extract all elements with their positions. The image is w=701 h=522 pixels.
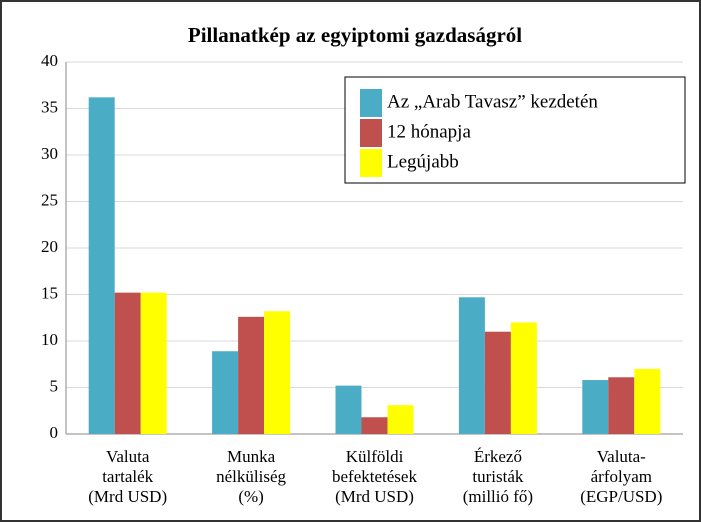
bar	[484, 331, 511, 434]
bar	[212, 351, 239, 434]
bar	[114, 292, 141, 434]
x-tick-label: Valuta tartalék (Mrd USD)	[88, 447, 167, 506]
y-tick-label: 5	[50, 376, 59, 395]
legend-swatch	[360, 89, 382, 117]
bar	[634, 368, 661, 434]
bar	[238, 316, 265, 434]
legend-box	[344, 76, 686, 184]
y-tick-label: 10	[41, 330, 58, 349]
bar	[608, 377, 635, 434]
legend-label: Az „Arab Tavasz” kezdetén	[387, 91, 598, 112]
y-tick-label: 30	[41, 144, 58, 163]
y-tick-label: 35	[41, 97, 58, 116]
bar	[264, 311, 291, 434]
bar	[458, 297, 485, 434]
bar	[387, 405, 414, 434]
legend-swatch	[360, 149, 382, 177]
bar	[88, 97, 115, 434]
legend-label: 12 hónapja	[387, 121, 471, 142]
y-tick-label: 25	[41, 190, 58, 209]
x-tick-label: Munka nélküliség (%)	[216, 447, 286, 506]
bar	[140, 292, 167, 434]
x-tick-label: Külföldi befektetések (Mrd USD)	[332, 447, 417, 506]
y-tick-label: 0	[50, 423, 59, 442]
bar	[510, 322, 537, 434]
x-tick-label: Érkező turisták (millió fő)	[463, 447, 533, 506]
chart-title: Pillanatkép az egyiptomi gazdaságról	[188, 23, 522, 47]
y-tick-label: 20	[41, 237, 58, 256]
y-tick-label: 15	[41, 283, 58, 302]
legend-label: Legújabb	[387, 151, 459, 172]
bar	[361, 417, 388, 434]
x-tick-label: Valuta-árfolyam (EGP/USD)	[580, 447, 662, 506]
bar	[582, 380, 609, 434]
y-tick-label: 40	[41, 51, 58, 70]
bar	[335, 385, 362, 434]
legend-swatch	[360, 119, 382, 147]
